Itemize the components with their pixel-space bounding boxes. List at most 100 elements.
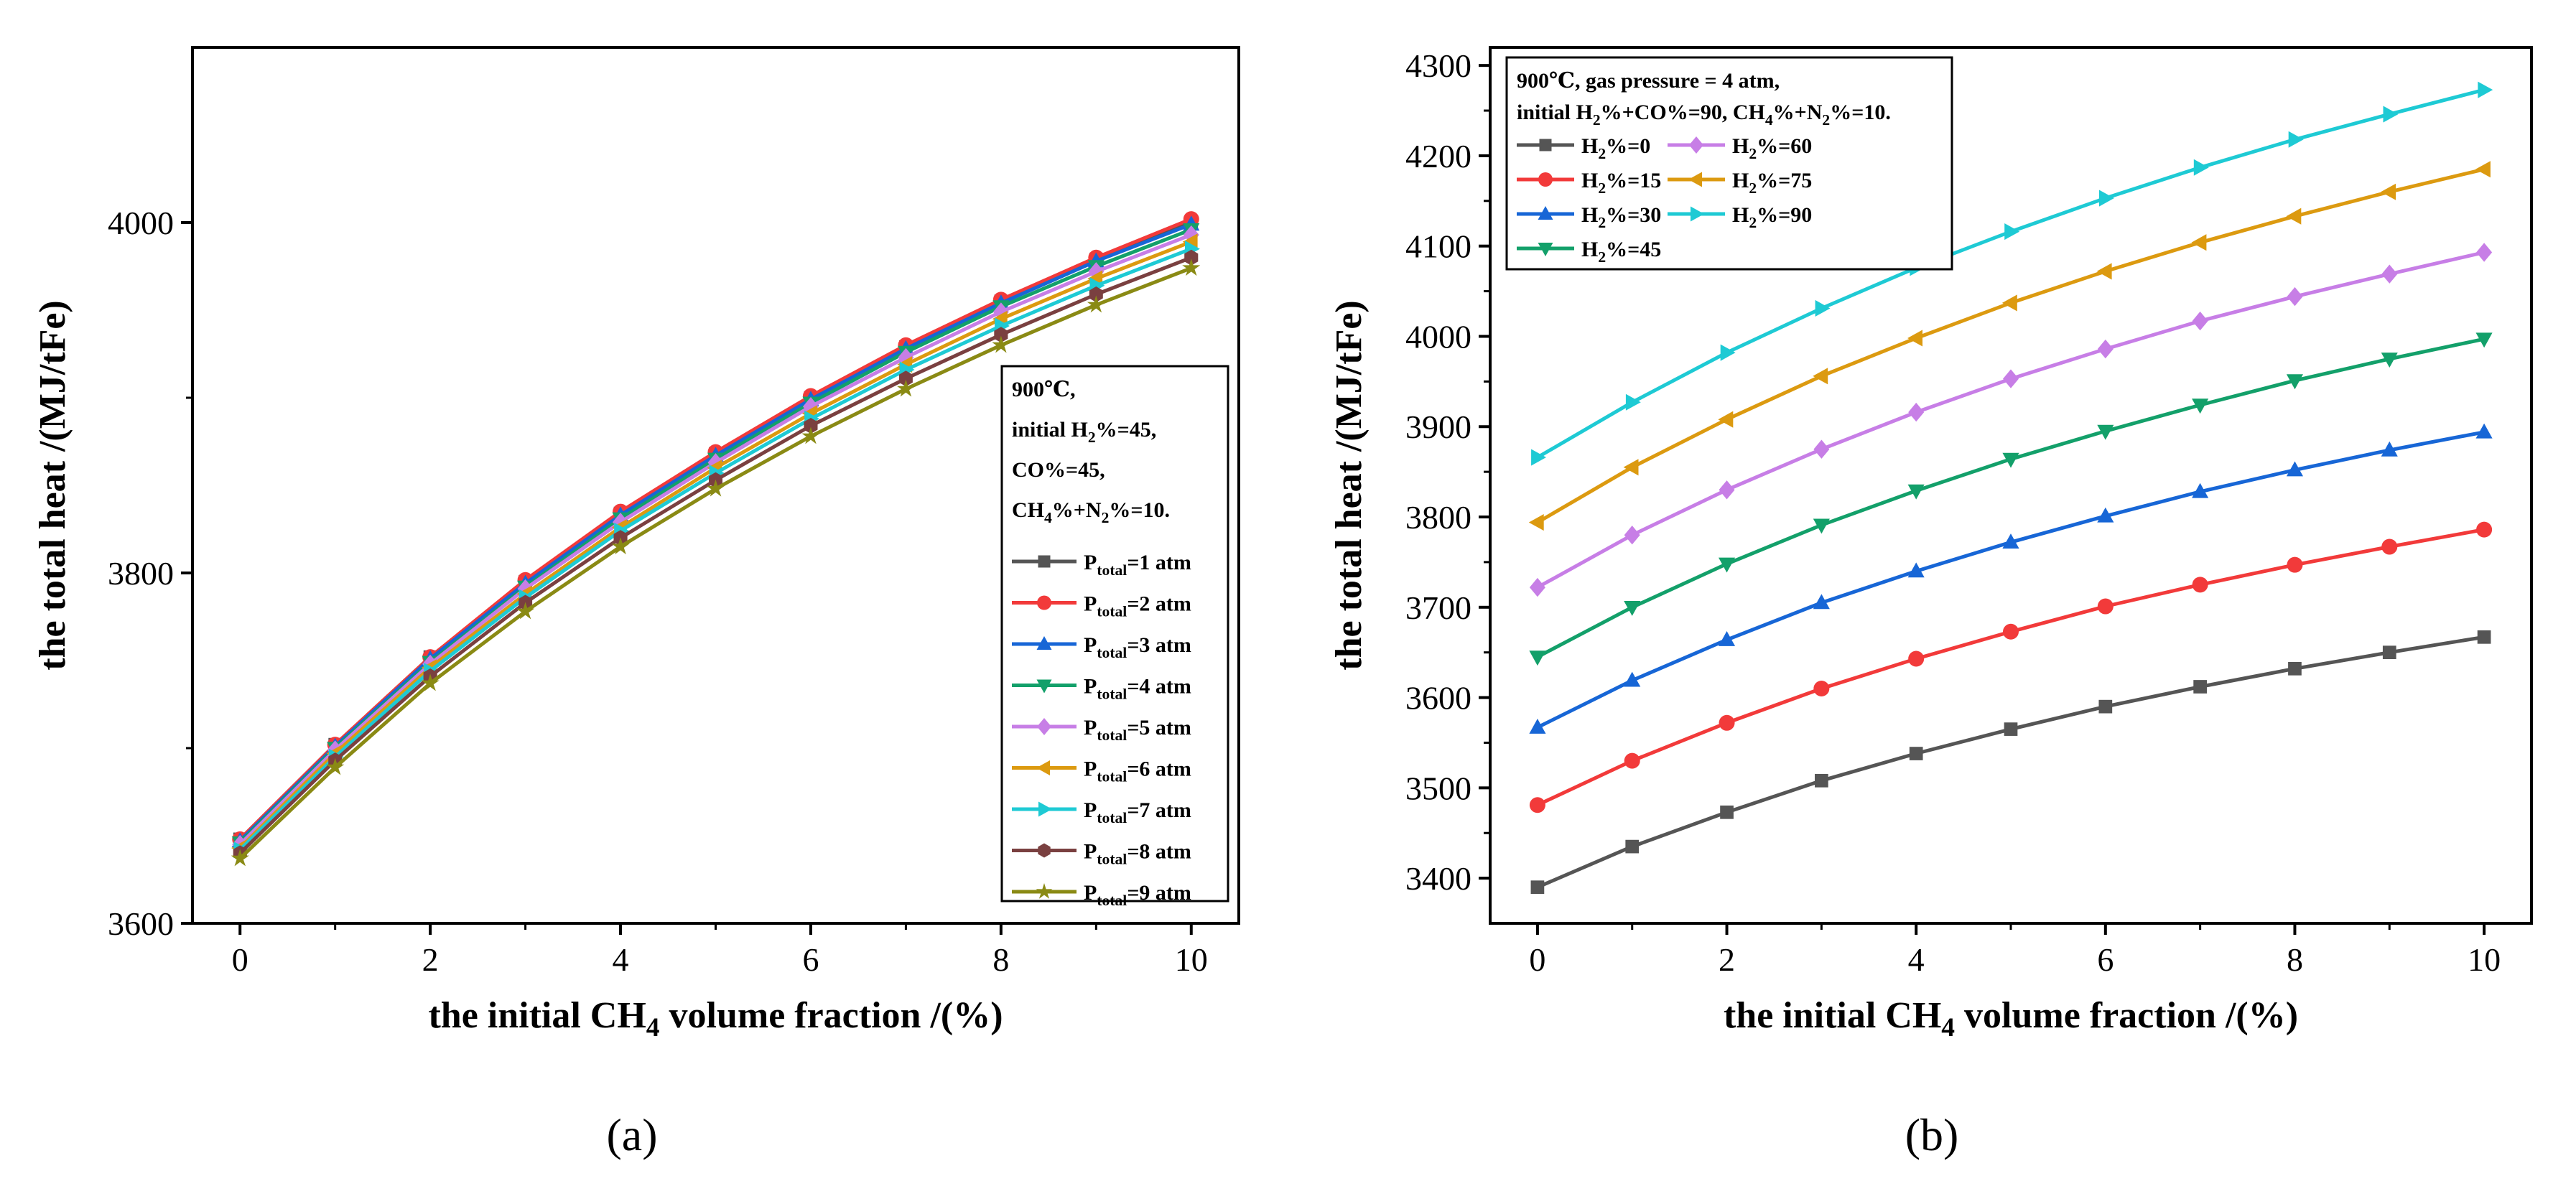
data-point: [994, 327, 1008, 343]
legend-entry: Ptotal=4 atm: [1012, 675, 1191, 703]
y-tick-label: 3600: [108, 905, 174, 942]
data-point: [2477, 630, 2491, 644]
data-point: [2192, 311, 2208, 331]
data-point: [1720, 805, 1734, 819]
y-tick-label: 4000: [1405, 318, 1471, 355]
legend-entry: Ptotal=8 atm: [1012, 840, 1191, 868]
data-point: [2287, 556, 2303, 573]
data-point: [1719, 631, 1736, 646]
y-tick-label: 3700: [1405, 589, 1471, 626]
series-line: [1536, 528, 2485, 807]
data-point: [1813, 368, 1828, 385]
data-point: [2002, 533, 2019, 549]
x-tick-label: 8: [2287, 941, 2303, 978]
data-point: [1813, 680, 1830, 696]
legend-header-line: 900℃,: [1012, 378, 1075, 401]
data-point: [801, 426, 820, 444]
data-point: [1087, 295, 1105, 313]
series-line: [1536, 635, 2485, 889]
legend-label: Ptotal=7 atm: [1084, 798, 1191, 826]
data-point: [2288, 131, 2304, 148]
legend: 900℃, initial H2%=45, CO%=45, CH4%+N2%=10. P…: [1000, 365, 1229, 909]
data-point: [2003, 623, 2019, 640]
legend-entry: Ptotal=7 atm: [1012, 798, 1191, 826]
data-point: [2192, 482, 2209, 498]
x-tick-label: 0: [1529, 941, 1545, 978]
series-h2-0: [1530, 630, 2491, 895]
data-point: [2381, 183, 2396, 200]
data-point: [1815, 299, 1831, 317]
data-point: [2475, 332, 2493, 348]
data-point: [1719, 480, 1735, 500]
data-point: [2193, 159, 2209, 176]
legend: 900℃, gas pressure = 4 atm, initial H2%+C…: [1505, 56, 1953, 271]
x-tick-label: 8: [992, 941, 1009, 978]
data-point: [2097, 339, 2114, 359]
y-tick-label: 3500: [1405, 770, 1471, 806]
legend-label: H2%=15: [1581, 169, 1661, 197]
legend-label: Ptotal=9 atm: [1084, 881, 1191, 909]
data-point: [1909, 747, 1923, 760]
legend-label: Ptotal=3 atm: [1084, 633, 1191, 661]
legend-entry: Ptotal=1 atm: [1012, 551, 1191, 579]
legend-swatch-marker: [1691, 206, 1704, 222]
legend-entry: H2%=90: [1668, 203, 1812, 231]
legend-swatch-marker: [1036, 679, 1052, 694]
data-point: [231, 849, 249, 867]
data-point: [421, 673, 440, 691]
x-axis-title: the initial CH4 volume fraction /(%): [428, 995, 1003, 1043]
data-point: [2288, 661, 2302, 676]
legend-box: [1505, 56, 1953, 271]
legend-entry: Ptotal=9 atm: [1012, 881, 1191, 909]
y-tick-label: 3900: [1405, 409, 1471, 445]
data-point: [2193, 680, 2207, 694]
data-point: [1089, 286, 1103, 302]
legend-label: Ptotal=6 atm: [1084, 757, 1191, 785]
data-point: [2478, 81, 2493, 98]
data-point: [804, 418, 818, 434]
x-tick-label: 10: [2468, 941, 2501, 978]
data-point: [2381, 264, 2398, 284]
data-point: [2381, 538, 2398, 555]
data-point: [803, 397, 819, 416]
data-point: [1530, 880, 1545, 895]
y-axis-title: the total heat /(MJ/tFe): [32, 300, 73, 670]
x-tick-label: 4: [613, 941, 629, 978]
legend-label: H2%=75: [1732, 169, 1812, 197]
data-point: [1813, 518, 1830, 534]
legend-swatch-marker: [1538, 172, 1553, 187]
legend-entry: H2%=60: [1668, 134, 1812, 162]
legend-swatch-marker: [1037, 718, 1051, 735]
data-point: [2475, 423, 2493, 439]
data-point: [2099, 190, 2114, 207]
data-point: [1625, 839, 1640, 854]
data-point: [1719, 714, 1735, 731]
legend-swatch-marker: [1036, 883, 1053, 899]
data-point: [326, 757, 345, 775]
legend-header-line: 900℃, gas pressure = 4 atm,: [1517, 69, 1780, 93]
data-point: [2381, 353, 2398, 368]
data-point: [613, 513, 628, 532]
legend-label: Ptotal=5 atm: [1084, 716, 1191, 744]
legend-header-line: CH4%+N2%=10.: [1012, 498, 1170, 526]
data-point: [1908, 650, 1925, 667]
series-h2-75: [1528, 161, 2491, 531]
y-axis-title: the total heat /(MJ/tFe): [1329, 300, 1370, 670]
y-tick-label: 4000: [108, 205, 174, 241]
legend-header-line: CO%=45,: [1012, 458, 1105, 482]
data-point: [2004, 722, 2018, 736]
x-tick-label: 2: [1719, 941, 1735, 978]
data-point: [2004, 223, 2020, 241]
legend-entry: H2%=75: [1668, 169, 1812, 197]
legend-label: Ptotal=2 atm: [1084, 592, 1191, 620]
legend-entry: H2%=15: [1517, 169, 1661, 197]
data-point: [1182, 258, 1201, 276]
data-point: [1528, 514, 1544, 531]
panel-label: (a): [606, 1109, 657, 1160]
legend-entry: Ptotal=3 atm: [1012, 633, 1191, 661]
legend-label: H2%=90: [1732, 203, 1812, 231]
data-point: [2097, 598, 2114, 615]
y-tick-label: 3800: [108, 555, 174, 592]
data-point: [611, 537, 630, 555]
